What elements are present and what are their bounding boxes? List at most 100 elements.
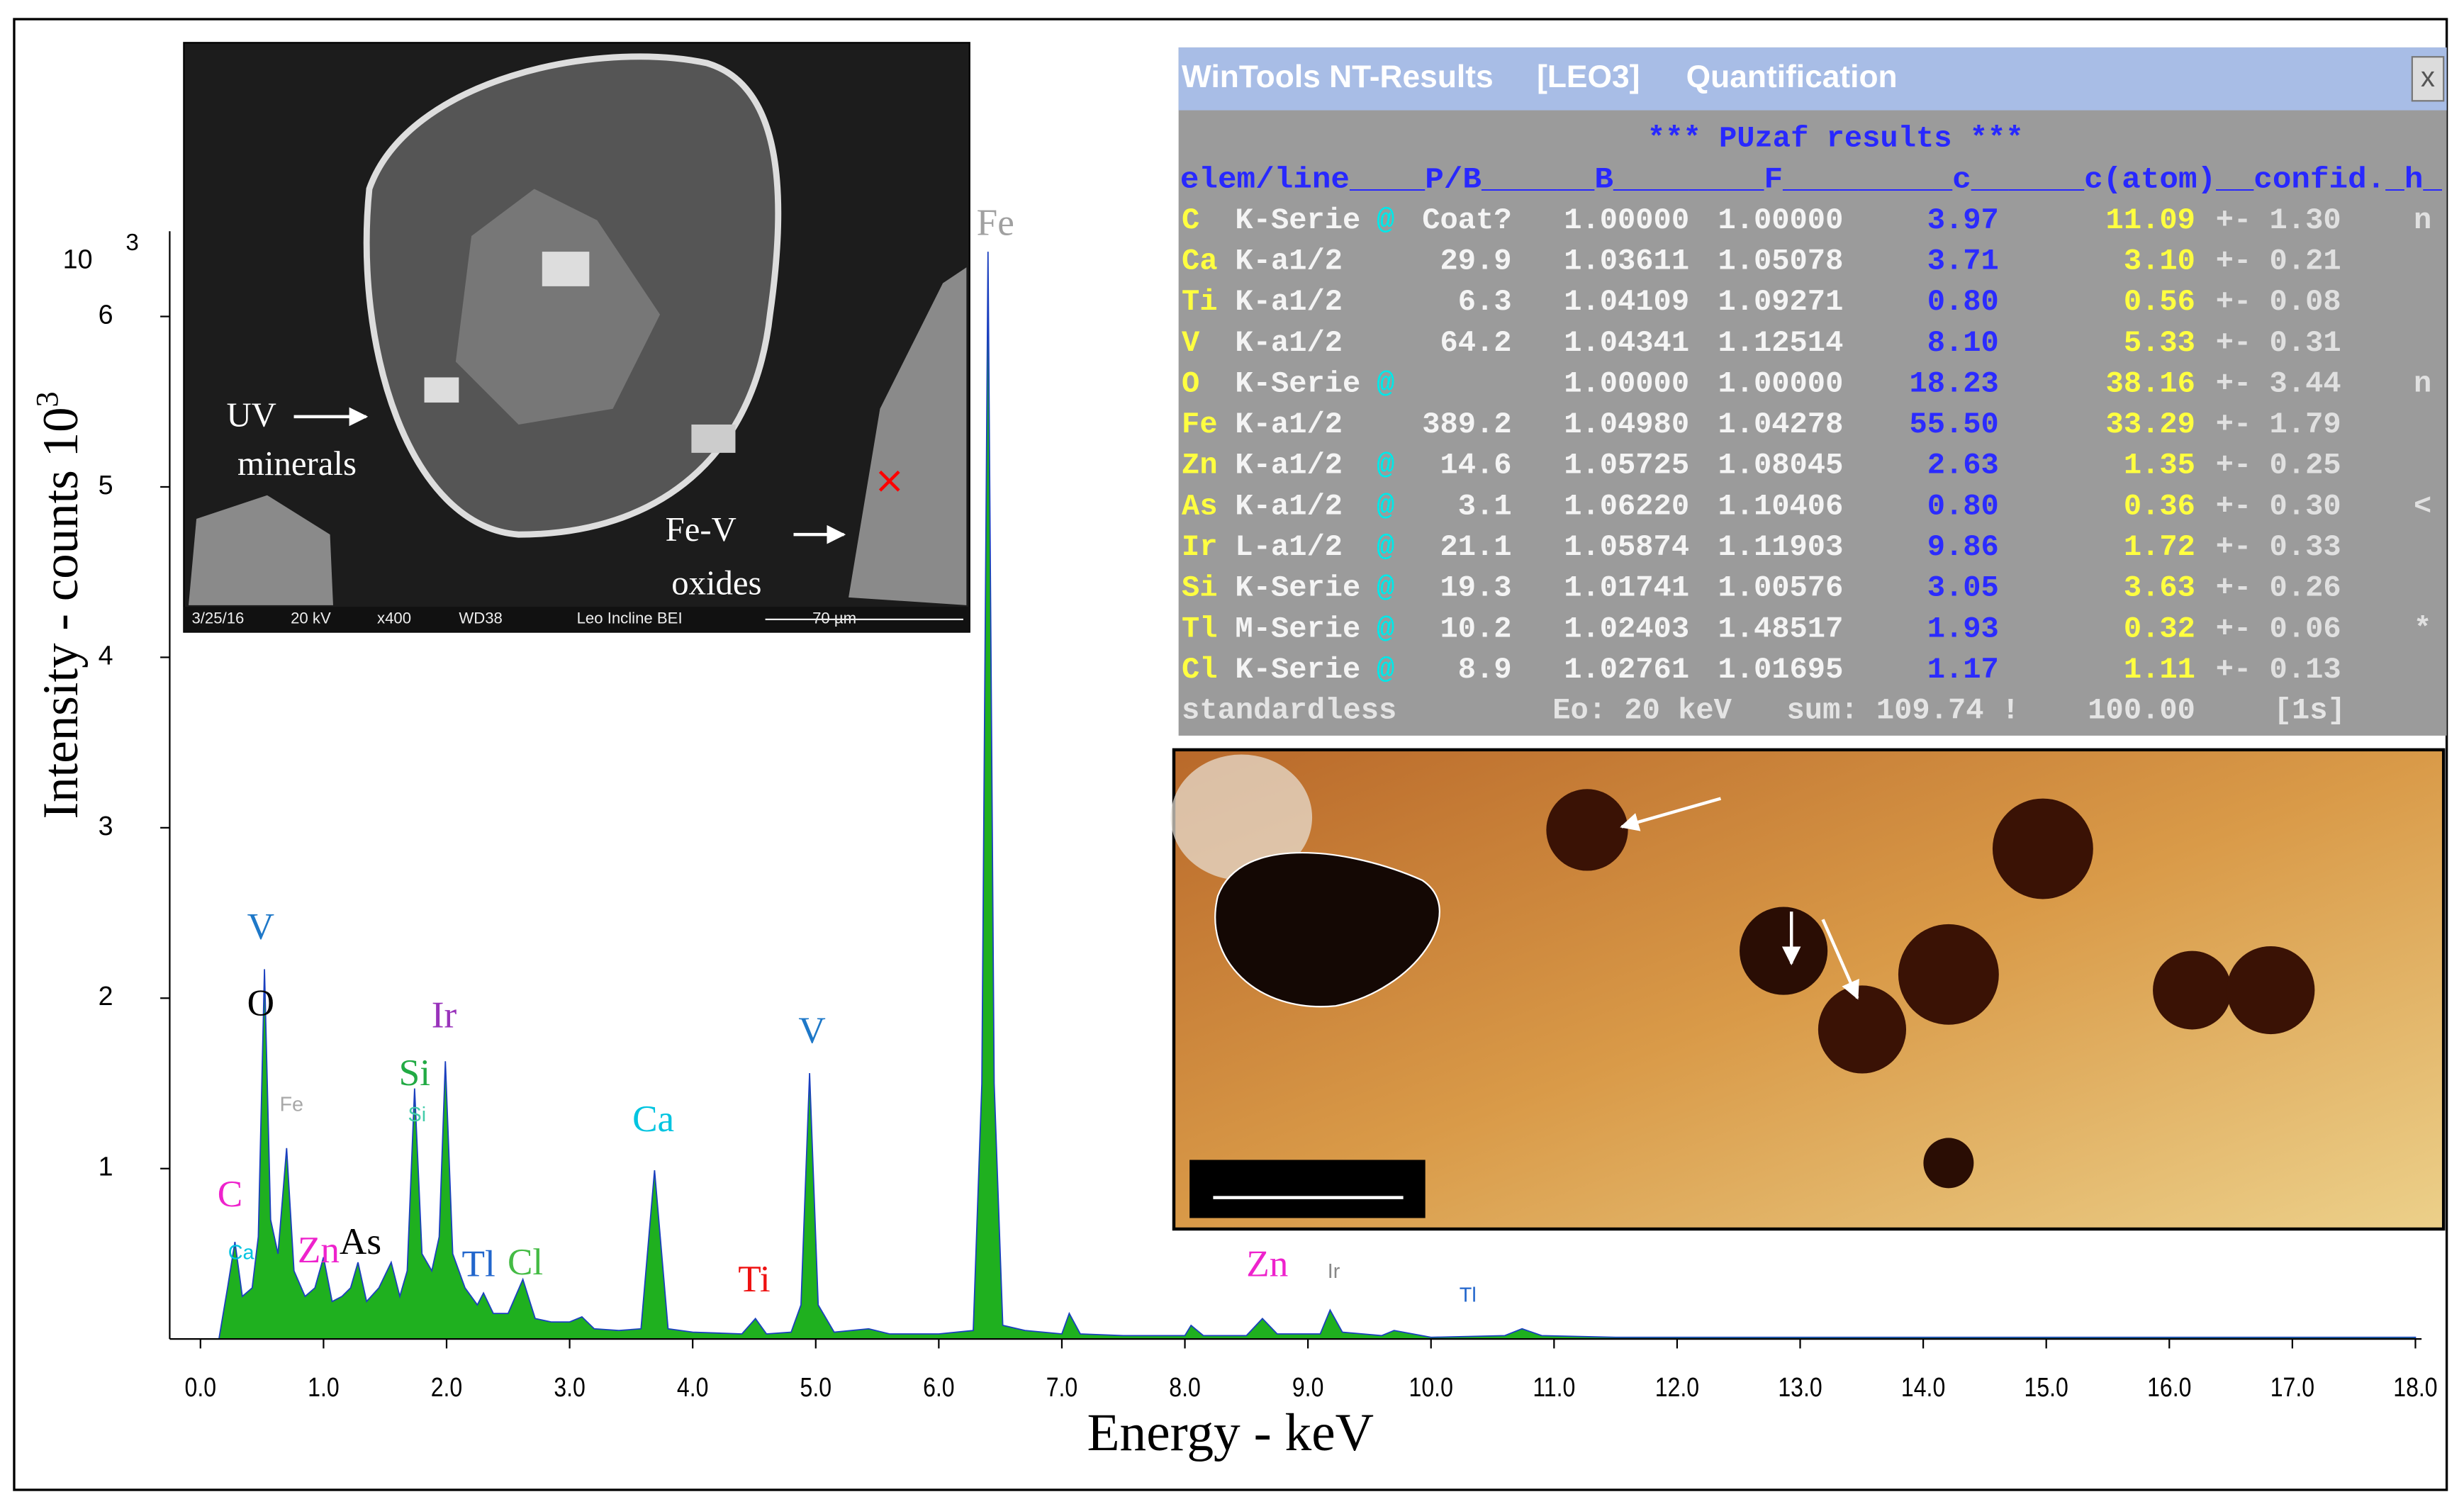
- x-tick-label: 16.0: [2147, 1373, 2191, 1403]
- y-axis-title: Intensity - counts 103: [29, 391, 89, 819]
- sem-marker: [878, 470, 900, 492]
- peak-label: V: [247, 905, 274, 947]
- cell-h: n: [2414, 203, 2431, 237]
- x-tick-label: 1.0: [308, 1373, 340, 1403]
- cell-elem: Si: [1182, 571, 1218, 605]
- peak-label: Zn: [298, 1229, 340, 1271]
- x-tick-label: 7.0: [1046, 1373, 1078, 1403]
- cell-f: 1.05078: [1718, 245, 1843, 279]
- cell-b: 1.05874: [1564, 530, 1689, 564]
- sem-image: UV minerals Fe-V oxides 3/25/16 20 kV x400 WD38…: [183, 42, 970, 633]
- cell-pb: 19.3: [1440, 571, 1512, 605]
- plot: 1 2 3 4 5 6 0.0 1.0 2.0 3.0 4.0 5.0 6.0 7.0 8.0 9.0 10.0…: [29, 201, 2438, 1462]
- peak-label: Ir: [432, 994, 457, 1036]
- cell-f: 1.08045: [1718, 449, 1843, 483]
- cell-f: 1.00000: [1718, 366, 1843, 400]
- cell-confid: +- 1.79: [2216, 408, 2341, 442]
- cell-c-atom: 11.09: [2106, 203, 2195, 237]
- peak-label: O: [247, 982, 274, 1024]
- cell-confid: +- 3.44: [2216, 366, 2341, 400]
- y-tick-label: 4: [99, 640, 113, 670]
- cell-confid: +- 0.13: [2216, 653, 2341, 687]
- cell-flag: @: [1377, 653, 1394, 687]
- x-tick-label: 13.0: [1778, 1373, 1822, 1403]
- cell-c: 55.50: [1909, 408, 1998, 442]
- cell-flag: @: [1377, 571, 1394, 605]
- y-exponent-base: 10: [63, 244, 93, 274]
- cell-c: 1.17: [1927, 653, 1999, 687]
- cell-b: 1.00000: [1564, 366, 1689, 400]
- cell-b: 1.03611: [1564, 245, 1689, 279]
- cell-pb: 14.6: [1440, 449, 1512, 483]
- cell-confid: +- 0.33: [2216, 530, 2341, 564]
- footer-sum: sum: 109.74 !: [1787, 694, 2020, 728]
- x-tick-label: 18.0: [2393, 1373, 2437, 1403]
- close-button[interactable]: [2411, 56, 2445, 102]
- cell-c-atom: 33.29: [2106, 408, 2195, 442]
- y-tick-label: 5: [99, 470, 113, 500]
- x-tick-label: 6.0: [923, 1373, 955, 1403]
- oxide-rim: [1740, 907, 1828, 995]
- x-tick-label: 2.0: [431, 1373, 463, 1403]
- x-tick-label: 3.0: [554, 1373, 586, 1403]
- sem-info: Leo Incline BEI: [577, 610, 683, 627]
- peak-label: Ti: [738, 1258, 770, 1300]
- sem-oxides: [849, 267, 967, 605]
- cell-flag: @: [1377, 449, 1394, 483]
- cell-line: K-a1/2: [1235, 408, 1343, 442]
- optical-arrow: [1821, 919, 1859, 1000]
- cell-elem: C: [1182, 203, 1199, 237]
- cell-confid: +- 0.21: [2216, 245, 2341, 279]
- sem-label: minerals: [237, 444, 357, 483]
- cell-pb: 29.9: [1440, 245, 1512, 279]
- x-tick-label: 5.0: [800, 1373, 832, 1403]
- oxide-rim: [2227, 946, 2315, 1035]
- oxide-rim: [1923, 1138, 1974, 1189]
- cell-c-atom: 3.63: [2124, 571, 2195, 605]
- peak-label: Tl: [461, 1242, 495, 1284]
- cell-flag: @: [1377, 203, 1394, 237]
- x-tick-label: 9.0: [1292, 1373, 1324, 1403]
- cell-f: 1.09271: [1718, 285, 1843, 319]
- cell-elem: Ca: [1182, 245, 1218, 279]
- cell-c: 0.80: [1927, 489, 1999, 523]
- cell-c-atom: 1.11: [2124, 653, 2195, 687]
- cell-flag: @: [1377, 489, 1394, 523]
- cell-line: M-Serie: [1235, 612, 1360, 646]
- sem-flake: [424, 377, 459, 403]
- cell-c-atom: 5.33: [2124, 326, 2195, 360]
- cell-line: K-Serie: [1235, 203, 1360, 237]
- cell-confid: +- 1.30: [2216, 203, 2341, 237]
- cell-pb: 3.1: [1458, 489, 1512, 523]
- x-tick-label: 11.0: [1533, 1373, 1575, 1403]
- peak-label: Tl: [1460, 1284, 1477, 1307]
- y-axis-title-text: Intensity - counts 10: [33, 407, 89, 819]
- cell-c: 9.86: [1927, 530, 1999, 564]
- peak-label: Zn: [1246, 1242, 1288, 1284]
- cell-c-atom: 0.32: [2124, 612, 2195, 646]
- cell-h: *: [2414, 612, 2431, 646]
- cell-line: K-Serie: [1235, 653, 1360, 687]
- cell-elem: V: [1182, 326, 1200, 360]
- window-mode: Quantification: [1686, 60, 1898, 94]
- peak-label: Cl: [508, 1241, 543, 1283]
- cell-confid: +- 0.06: [2216, 612, 2341, 646]
- cell-b: 1.06220: [1564, 489, 1689, 523]
- footer-mode: standardless: [1182, 694, 1396, 728]
- peak-label: V: [798, 1009, 825, 1051]
- peak-label: Fe: [279, 1093, 303, 1116]
- y-exponent-power: 3: [125, 230, 139, 256]
- cell-elem: As: [1182, 489, 1218, 523]
- cell-confid: +- 0.08: [2216, 285, 2341, 319]
- results-window: WinTools NT-Results [LEO3] Quantification x…: [1178, 47, 2447, 736]
- sem-info: 3/25/16: [191, 610, 244, 627]
- peak-label: Fe: [977, 201, 1014, 243]
- cell-c: 8.10: [1927, 326, 1999, 360]
- sem-info: 70 µm: [812, 610, 856, 627]
- cell-b: 1.01741: [1564, 571, 1689, 605]
- oxide-rim: [1992, 798, 2093, 899]
- cell-b: 1.02403: [1564, 612, 1689, 646]
- optical-feature: [1170, 754, 1313, 880]
- cell-c: 0.80: [1927, 285, 1999, 319]
- peak-label: C: [218, 1173, 242, 1215]
